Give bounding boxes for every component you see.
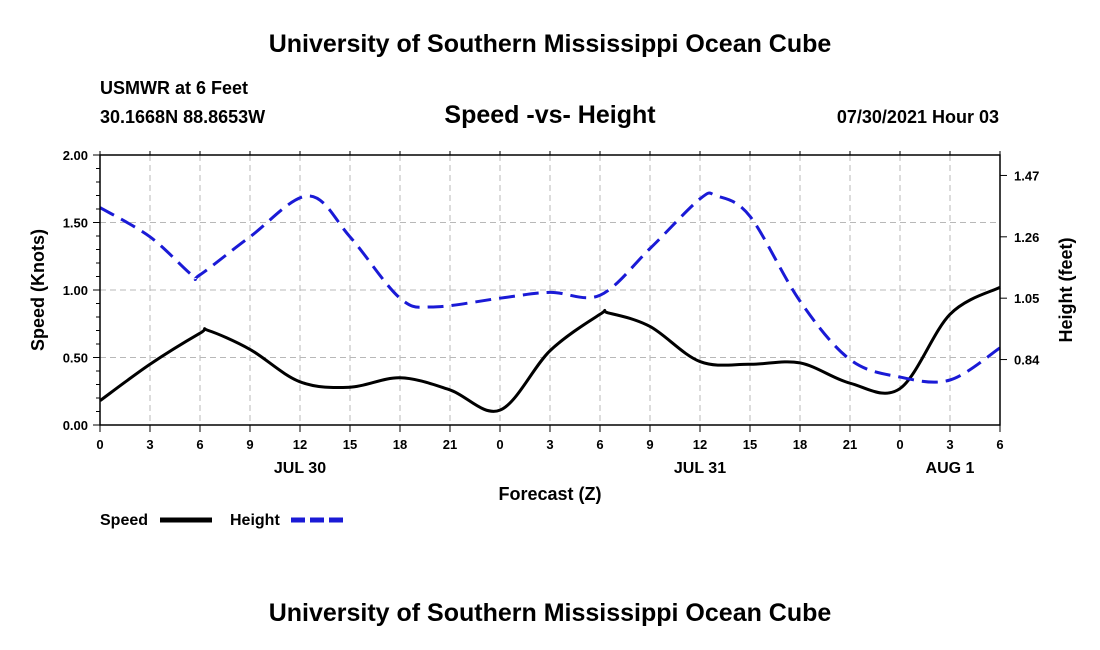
chart-title: Speed -vs- Height bbox=[444, 101, 656, 129]
date-label: JUL 31 bbox=[674, 460, 726, 477]
x-tick-label: 21 bbox=[443, 437, 457, 452]
x-tick-label: 15 bbox=[343, 437, 357, 452]
series-group bbox=[99, 191, 1001, 413]
x-tick-label: 18 bbox=[393, 437, 407, 452]
legend-speed-label: Speed bbox=[100, 512, 148, 529]
y2-axis-label: Height (feet) bbox=[1056, 238, 1076, 343]
y2-tick-label: 1.47 bbox=[1014, 168, 1039, 183]
x-tick-label: 9 bbox=[646, 437, 653, 452]
y-tick-label: 1.50 bbox=[63, 216, 88, 231]
x-tick-label: 6 bbox=[996, 437, 1003, 452]
grid bbox=[100, 155, 1000, 425]
page-title: University of Southern Mississippi Ocean… bbox=[268, 30, 832, 58]
x-tick-label: 9 bbox=[246, 437, 253, 452]
y-axis-label: Speed (Knots) bbox=[28, 229, 48, 351]
legend: Speed Height bbox=[100, 512, 343, 529]
y-tick-label: 0.50 bbox=[63, 351, 88, 366]
x-tick-label: 0 bbox=[896, 437, 903, 452]
y2-tick-label: 1.05 bbox=[1014, 291, 1039, 306]
height-series-line bbox=[99, 191, 1001, 384]
x-tick-label: 21 bbox=[843, 437, 857, 452]
coordinates-label: 30.1668N 88.8653W bbox=[100, 107, 266, 127]
axes: 0 3 6 9 12 15 18 21 0 3 6 9 12 15 18 21 0 3 6 JUL 30 JUL 31 A… bbox=[63, 148, 1040, 477]
date-label: JUL 30 bbox=[274, 460, 326, 477]
x-tick-label: 6 bbox=[596, 437, 603, 452]
y2-tick-label: 1.26 bbox=[1014, 230, 1039, 245]
x-tick-label: 3 bbox=[146, 437, 153, 452]
x-tick-label: 15 bbox=[743, 437, 757, 452]
date-label: AUG 1 bbox=[926, 460, 975, 477]
legend-height-label: Height bbox=[230, 512, 280, 529]
y-tick-label: 2.00 bbox=[63, 148, 88, 163]
speed-series-line bbox=[99, 285, 1001, 413]
y2-tick-label: 0.84 bbox=[1014, 353, 1040, 368]
x-axis-label: Forecast (Z) bbox=[498, 484, 601, 504]
x-tick-label: 0 bbox=[496, 437, 503, 452]
x-tick-label: 6 bbox=[196, 437, 203, 452]
station-label: USMWR at 6 Feet bbox=[100, 78, 249, 98]
x-tick-label: 12 bbox=[293, 437, 307, 452]
x-tick-label: 3 bbox=[546, 437, 553, 452]
x-tick-label: 12 bbox=[693, 437, 707, 452]
datetime-label: 07/30/2021 Hour 03 bbox=[836, 107, 999, 127]
footer-title: University of Southern Mississippi Ocean… bbox=[268, 599, 832, 627]
y-tick-label: 1.00 bbox=[63, 283, 88, 298]
x-tick-label: 0 bbox=[96, 437, 103, 452]
x-tick-label: 18 bbox=[793, 437, 807, 452]
x-tick-label: 3 bbox=[946, 437, 953, 452]
y-tick-label: 0.00 bbox=[63, 418, 88, 433]
